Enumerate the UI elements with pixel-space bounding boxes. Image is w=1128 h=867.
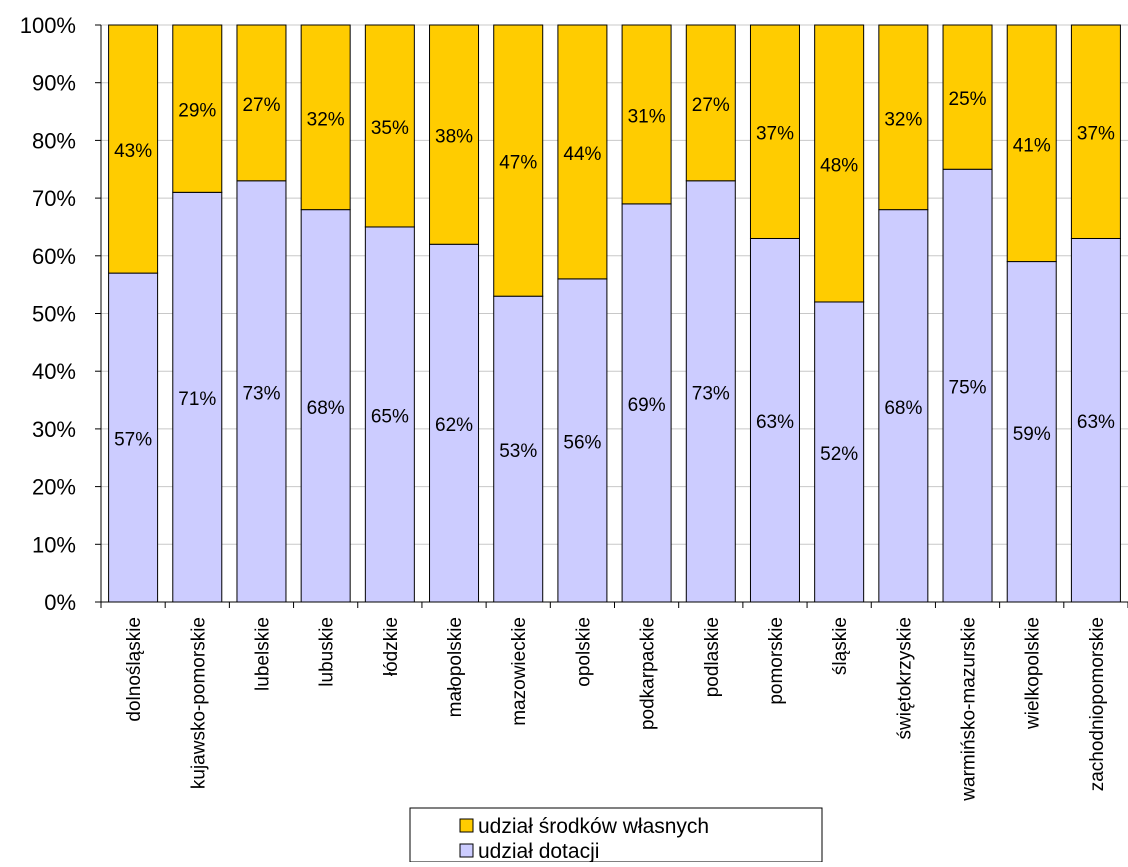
bar-segment	[300, 209, 351, 603]
bar-segment	[172, 24, 223, 193]
x-tick-label: opolskie	[573, 617, 594, 687]
y-axis-ticks: 0% 10% 20% 30% 40% 50% 60% 70% 80% 90% 100%	[20, 13, 101, 615]
bar-segment	[878, 209, 929, 603]
data-label: 41%	[1013, 135, 1051, 156]
y-tick-label: 80%	[32, 128, 76, 153]
bar-segment	[364, 226, 415, 603]
bar-segment	[749, 237, 800, 603]
x-tick-label: pomorskie	[766, 617, 787, 705]
data-label: 37%	[1077, 124, 1115, 145]
legend-label: udział dotacji	[478, 840, 599, 862]
x-tick-label: lubelskie	[252, 617, 273, 691]
bar-segment	[493, 24, 544, 297]
bar-segment	[814, 24, 865, 303]
data-label: 53%	[499, 441, 537, 462]
bar-segment	[493, 295, 544, 603]
x-tick-label: wielkopolskie	[1023, 617, 1044, 730]
bar-segment	[749, 24, 800, 239]
y-tick-label: 10%	[32, 532, 76, 557]
data-label: 71%	[178, 389, 216, 410]
x-tick-label: dolnośląskie	[124, 617, 145, 722]
y-tick-label: 60%	[32, 244, 76, 269]
bar-segment	[685, 24, 736, 182]
y-tick-label: 90%	[32, 71, 76, 96]
y-tick-label: 50%	[32, 302, 76, 327]
data-label: 48%	[820, 155, 858, 176]
bar-segment	[1070, 237, 1121, 603]
data-label: 47%	[499, 153, 537, 174]
x-axis-ticks: dolnośląskie kujawsko-pomorskie lubelskie l…	[100, 602, 1128, 802]
data-label: 27%	[242, 95, 280, 116]
data-label: 63%	[1077, 412, 1115, 433]
x-tick-label: podkarpackie	[638, 617, 659, 730]
data-label: 63%	[756, 412, 794, 433]
x-tick-label: podlaskie	[702, 617, 723, 697]
data-label: 37%	[756, 124, 794, 145]
bar-segment	[1006, 261, 1057, 603]
y-tick-label: 30%	[32, 417, 76, 442]
bar-segment	[1006, 24, 1057, 263]
bar-segment	[236, 24, 287, 182]
bars	[108, 24, 1121, 603]
bar-segment	[236, 180, 287, 603]
bar-segment	[557, 24, 608, 280]
data-label: 32%	[884, 109, 922, 130]
x-tick-label: lubuskie	[317, 617, 338, 687]
legend-swatch	[459, 818, 474, 833]
x-tick-label: małopolskie	[445, 617, 466, 717]
data-label: 73%	[692, 383, 730, 404]
x-tick-label: śląskie	[830, 617, 851, 675]
legend-box	[409, 807, 823, 863]
data-label: 27%	[692, 95, 730, 116]
data-label: 38%	[435, 127, 473, 148]
bar-segment	[364, 24, 415, 228]
y-tick-label: 0%	[44, 590, 76, 615]
legend-swatch	[459, 843, 474, 858]
bar-segment	[942, 168, 993, 603]
data-label: 56%	[563, 432, 601, 453]
data-label: 57%	[114, 430, 152, 451]
bar-segment	[108, 24, 159, 274]
y-tick-label: 40%	[32, 359, 76, 384]
y-tick-label: 70%	[32, 186, 76, 211]
bar-segment	[300, 24, 351, 211]
bar-segment	[621, 24, 672, 205]
data-label: 62%	[435, 415, 473, 436]
data-label: 68%	[307, 398, 345, 419]
x-tick-label: zachodniopomorskie	[1087, 617, 1108, 791]
x-tick-label: świętokrzyskie	[894, 617, 915, 739]
data-label: 25%	[949, 89, 987, 110]
data-label: 44%	[563, 144, 601, 165]
x-tick-label: kujawsko-pomorskie	[188, 617, 209, 789]
data-label: 43%	[114, 141, 152, 162]
data-label: 35%	[371, 118, 409, 139]
x-tick-label: mazowieckie	[509, 617, 530, 726]
x-tick-label: łódzkie	[381, 617, 402, 676]
bar-segment	[942, 24, 993, 170]
data-label: 65%	[371, 406, 409, 427]
data-label: 52%	[820, 444, 858, 465]
data-label: 69%	[628, 395, 666, 416]
data-label: 68%	[884, 398, 922, 419]
y-tick-label: 20%	[32, 475, 76, 500]
legend-label: udział środków własnych	[478, 815, 709, 838]
bar-segment	[429, 243, 480, 603]
bar-segment	[1070, 24, 1121, 239]
data-label: 31%	[628, 106, 666, 127]
data-label: 73%	[242, 383, 280, 404]
data-label: 29%	[178, 101, 216, 122]
data-label: 32%	[307, 109, 345, 130]
data-label: 59%	[1013, 424, 1051, 445]
bar-labels: 57% 43% 71% 29% 73% 27% 68% 32% 65% 35% 62% 38% 53% 4…	[114, 89, 1115, 465]
x-tick-label: warmińsko-mazurskie	[959, 617, 980, 802]
y-tick-label: 100%	[20, 13, 76, 38]
bar-segment	[878, 24, 929, 211]
data-label: 75%	[949, 378, 987, 399]
bar-segment	[429, 24, 480, 245]
